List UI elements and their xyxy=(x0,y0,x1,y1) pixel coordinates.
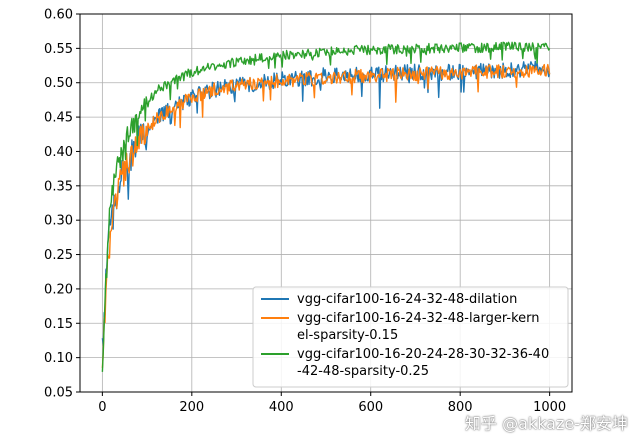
y-tick-label: 0.25 xyxy=(44,248,73,263)
y-tick-label: 0.50 xyxy=(44,76,73,91)
y-tick-label: 0.60 xyxy=(44,8,73,23)
y-tick-label: 0.10 xyxy=(44,351,73,366)
x-tick-label: 600 xyxy=(358,400,383,415)
y-tick-label: 0.35 xyxy=(44,179,73,194)
y-tick-label: 0.55 xyxy=(44,42,73,57)
legend-label: vgg-cifar100-16-24-32-48-dilation xyxy=(297,292,517,307)
x-tick-label: 0 xyxy=(98,400,106,415)
series-line xyxy=(101,41,551,372)
y-tick-label: 0.20 xyxy=(44,282,73,297)
axis-ticks: 0 200 400 600 800 1000 0.05 0.10 0.15 0.20 0.25 0.3… xyxy=(44,8,566,416)
x-tick-label: 800 xyxy=(448,400,473,415)
legend: vgg-cifar100-16-24-32-48-dilation vgg-cif… xyxy=(252,286,569,388)
plot-frame xyxy=(79,13,573,393)
watermark: 知乎 @akkaze-郑安坤 xyxy=(465,414,628,433)
y-tick-label: 0.30 xyxy=(44,214,73,229)
series-lines xyxy=(101,41,551,372)
legend-label: -42-48-sparsity-0.25 xyxy=(297,364,429,379)
legend-box xyxy=(252,286,569,388)
legend-label: vgg-cifar100-16-20-24-28-30-32-36-40 xyxy=(297,347,549,362)
legend-label: vgg-cifar100-16-24-32-48-larger-kern xyxy=(297,311,540,326)
series-line xyxy=(101,63,551,368)
y-tick-label: 0.15 xyxy=(44,317,73,332)
x-tick-label: 400 xyxy=(269,400,294,415)
y-tick-label: 0.05 xyxy=(44,386,73,401)
y-tick-label: 0.45 xyxy=(44,111,73,126)
x-tick-label: 200 xyxy=(179,400,204,415)
x-tick-label: 1000 xyxy=(533,400,566,415)
legend-label: el-sparsity-0.15 xyxy=(297,328,398,343)
y-tick-label: 0.40 xyxy=(44,145,73,160)
